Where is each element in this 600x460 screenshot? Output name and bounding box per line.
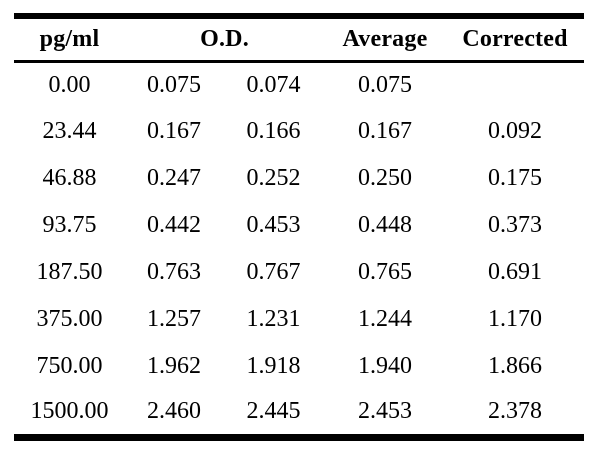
cell-od-2: 1.231 (246, 306, 301, 332)
cell-corrected: 0.691 (488, 259, 542, 285)
col-header-pgml: pg/ml (39, 25, 100, 52)
cell-od-1: 1.257 (147, 306, 201, 332)
cell-average: 1.244 (358, 306, 412, 332)
cell-corrected: 2.378 (488, 398, 542, 425)
cell-concentration: 750.00 (36, 353, 103, 379)
cell-average: 0.250 (358, 165, 412, 191)
cell-average: 2.453 (358, 398, 412, 425)
cell-average: 0.448 (358, 212, 412, 238)
cell-od-2: 2.445 (246, 398, 301, 425)
cell-average: 0.765 (358, 259, 412, 285)
cell-od-1: 0.167 (147, 118, 201, 144)
cell-concentration: 375.00 (36, 306, 103, 332)
header-row: pg/ml O.D. Average Corrected (14, 16, 584, 61)
cell-od-1: 0.763 (147, 259, 201, 285)
col-header-corrected: Corrected (462, 25, 568, 52)
cell-od-1: 0.247 (147, 165, 201, 191)
cell-concentration: 46.88 (42, 165, 97, 191)
cell-od-1: 1.962 (147, 353, 201, 379)
cell-corrected: 0.175 (488, 165, 542, 191)
cell-od-1: 2.460 (147, 398, 201, 425)
table-row: 1500.00 2.460 2.445 2.453 2.378 (14, 390, 584, 437)
table-row: 750.00 1.962 1.918 1.940 1.866 (14, 343, 584, 390)
cell-od-1: 0.442 (147, 212, 201, 238)
cell-od-2: 0.453 (246, 212, 301, 238)
table-row: 93.75 0.442 0.453 0.448 0.373 (14, 202, 584, 249)
cell-concentration: 1500.00 (30, 398, 109, 425)
table-row: 375.00 1.257 1.231 1.244 1.170 (14, 296, 584, 343)
cell-od-2: 0.074 (246, 71, 301, 98)
cell-corrected: 0.092 (488, 118, 542, 144)
table-row: 187.50 0.763 0.767 0.765 0.691 (14, 249, 584, 296)
standards-table: pg/ml O.D. Average Corrected 0.00 0.075 … (14, 13, 584, 441)
cell-od-2: 0.252 (246, 165, 301, 191)
table-row: 46.88 0.247 0.252 0.250 0.175 (14, 155, 584, 202)
col-header-average: Average (342, 25, 428, 52)
cell-od-1: 0.075 (147, 71, 201, 98)
cell-concentration: 187.50 (36, 259, 103, 285)
cell-od-2: 0.166 (246, 118, 301, 144)
cell-average: 1.940 (358, 353, 412, 379)
cell-corrected: 1.170 (488, 306, 542, 332)
cell-concentration: 93.75 (42, 212, 97, 238)
cell-corrected: 1.866 (488, 353, 542, 379)
cell-corrected: 0.373 (488, 212, 542, 238)
cell-concentration: 23.44 (42, 118, 97, 144)
col-header-od: O.D. (200, 25, 249, 52)
cell-average: 0.075 (358, 71, 412, 98)
cell-od-2: 0.767 (246, 259, 301, 285)
cell-concentration: 0.00 (48, 71, 91, 98)
cell-od-2: 1.918 (246, 353, 301, 379)
cell-corrected (446, 61, 584, 108)
table-row: 0.00 0.075 0.074 0.075 (14, 61, 584, 108)
table-row: 23.44 0.167 0.166 0.167 0.092 (14, 108, 584, 155)
cell-average: 0.167 (358, 118, 412, 144)
